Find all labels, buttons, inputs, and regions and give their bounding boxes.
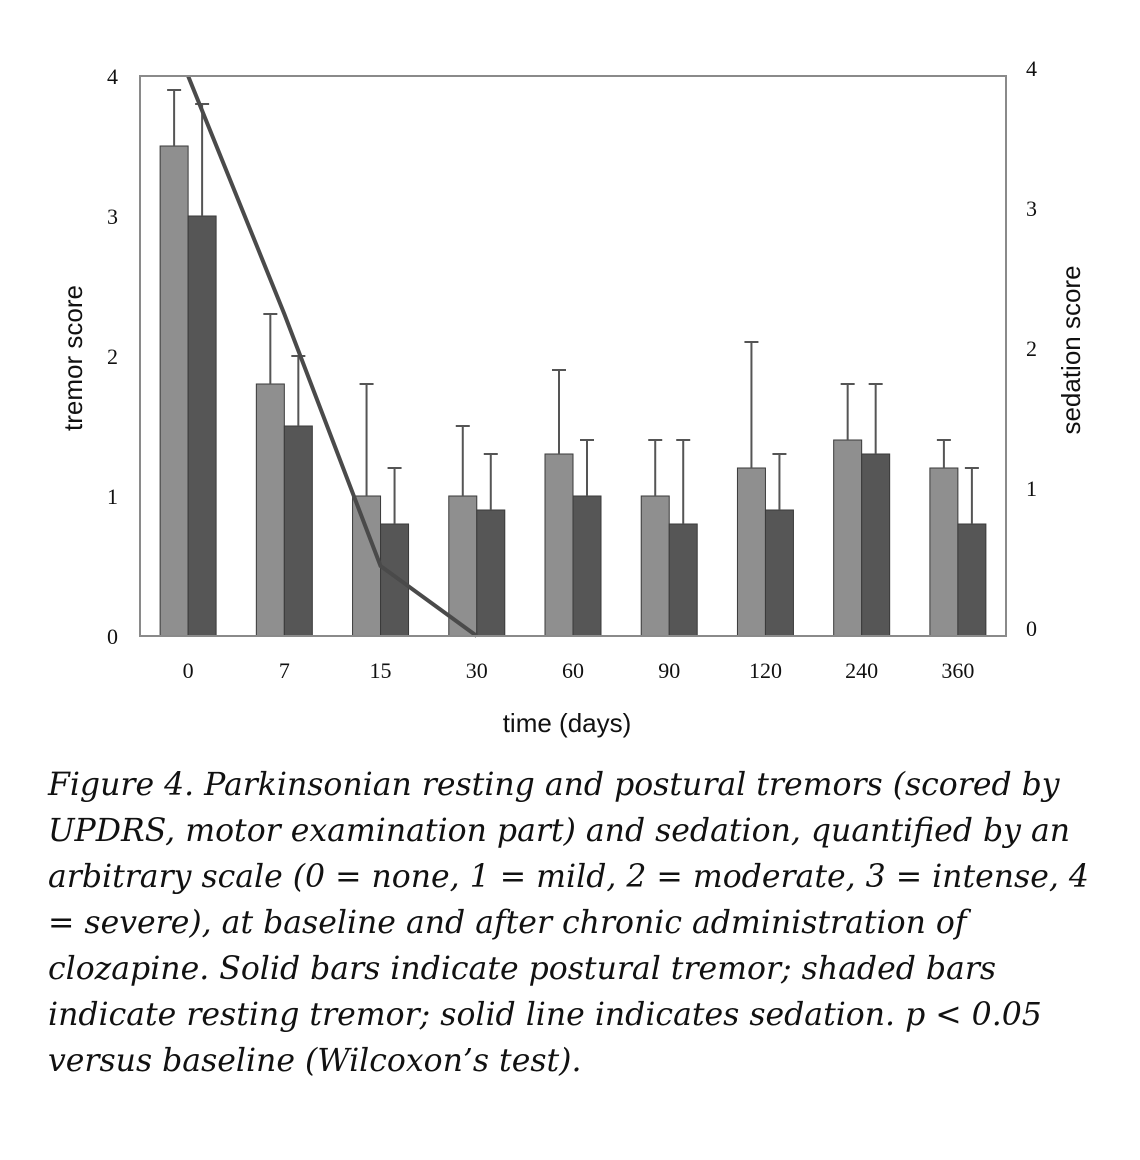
y2-tick-1: 1: [1026, 476, 1037, 501]
bar-s1-7: [255, 383, 285, 637]
bar-s2-0: [187, 215, 217, 637]
bar-s1-15: [352, 495, 382, 637]
y2-tick-0: 0: [1026, 616, 1037, 641]
error-bar-layer: [167, 89, 979, 524]
x-tick-360: 360: [941, 658, 974, 683]
y2-tick-4: 4: [1026, 56, 1037, 81]
y2-tick-3: 3: [1026, 196, 1037, 221]
bar-s2-120: [764, 509, 794, 637]
y-tick-4: 4: [107, 64, 118, 89]
y-tick-0: 0: [107, 624, 118, 649]
bar-s2-30: [476, 509, 506, 637]
figure-chart: 0 1 2 3 4 0 1 2 3 4 0 7 15 30 60 90 120 240 360 time (da…: [58, 56, 1086, 738]
x-tick-15: 15: [370, 658, 392, 683]
bar-s1-0: [159, 145, 189, 637]
bar-s1-360: [929, 467, 959, 637]
left-axis-ticks: 0 1 2 3 4: [107, 64, 118, 649]
bar-s2-15: [380, 523, 410, 637]
bar-s1-240: [833, 439, 863, 637]
bar-s1-30: [448, 495, 478, 637]
y2-axis-title: sedation score: [1056, 265, 1086, 434]
x-tick-120: 120: [749, 658, 782, 683]
tremor-sedation-chart: 0 1 2 3 4 0 1 2 3 4 0 7 15 30 60 90 120 240 360 time (da…: [58, 56, 1086, 738]
bar-s2-360: [957, 523, 987, 637]
bar-s1-60: [544, 453, 574, 637]
right-axis-ticks: 0 1 2 3 4: [1026, 56, 1037, 641]
y-tick-2: 2: [107, 344, 118, 369]
y-tick-3: 3: [107, 204, 118, 229]
bar-s2-240: [861, 453, 891, 637]
sedation-line-layer: [186, 75, 478, 638]
bar-s2-60: [572, 495, 602, 637]
x-tick-30: 30: [466, 658, 488, 683]
x-tick-7: 7: [279, 658, 290, 683]
x-tick-60: 60: [562, 658, 584, 683]
y2-tick-2: 2: [1026, 336, 1037, 361]
figure-caption: Figure 4. Parkinsonian resting and postu…: [48, 767, 1089, 1079]
y-axis-title: tremor score: [58, 285, 88, 431]
x-tick-90: 90: [658, 658, 680, 683]
x-axis-title: time (days): [503, 708, 632, 738]
x-tick-240: 240: [845, 658, 878, 683]
y-tick-1: 1: [107, 484, 118, 509]
x-tick-0: 0: [183, 658, 194, 683]
plot-frame: [139, 75, 1007, 637]
bar-s1-90: [640, 495, 670, 637]
bar-s1-120: [736, 467, 766, 637]
x-axis-ticks: 0 7 15 30 60 90 120 240 360: [183, 658, 975, 683]
sedation-line: [186, 75, 478, 638]
bar-s2-90: [668, 523, 698, 637]
bar-layer: [159, 145, 987, 637]
bar-s2-7: [283, 425, 313, 637]
